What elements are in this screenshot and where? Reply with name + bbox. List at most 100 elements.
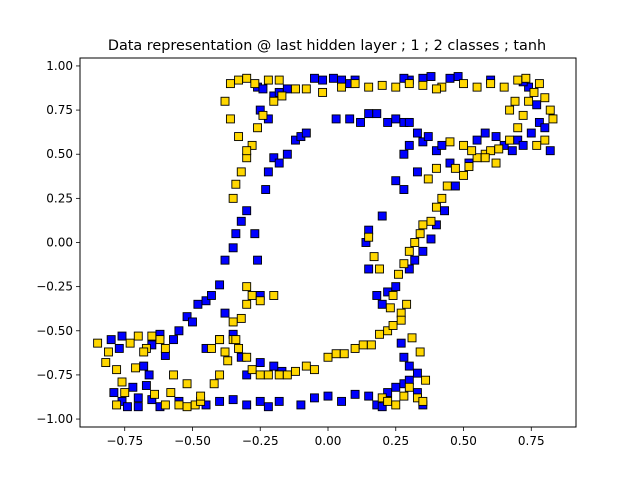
data-point [418, 246, 428, 256]
data-point [364, 82, 374, 92]
data-point [263, 75, 273, 85]
data-point [540, 93, 550, 103]
data-point [182, 312, 192, 322]
data-point [404, 79, 414, 89]
data-point [147, 331, 157, 341]
data-point [231, 179, 241, 189]
data-point [364, 232, 374, 242]
x-tick-label: −0.50 [174, 434, 211, 448]
data-point [196, 391, 206, 401]
data-point [391, 400, 401, 410]
data-point [261, 185, 271, 194]
data-point [263, 402, 273, 412]
points-layer [93, 72, 558, 412]
data-point [331, 114, 341, 124]
data-point [375, 264, 384, 274]
data-point [364, 391, 374, 401]
data-point [269, 361, 279, 371]
data-point [101, 358, 111, 368]
data-point [377, 80, 387, 90]
data-point [323, 391, 333, 401]
data-point [215, 370, 225, 380]
data-point [274, 370, 284, 380]
data-point [388, 321, 398, 330]
data-point [385, 303, 395, 313]
data-point [491, 132, 501, 142]
data-point [372, 291, 382, 300]
data-point [377, 211, 387, 221]
data-point [188, 317, 197, 327]
data-point [431, 163, 441, 173]
data-point [350, 389, 360, 399]
data-point [364, 109, 374, 119]
data-point [518, 110, 528, 120]
data-point [301, 84, 311, 94]
data-point [412, 167, 422, 177]
data-point [350, 79, 360, 89]
data-point [532, 140, 542, 150]
data-point [399, 73, 409, 83]
data-point [532, 100, 542, 110]
data-point [242, 400, 252, 410]
data-point [247, 140, 257, 150]
data-point [255, 370, 265, 380]
y-tick-label: −0.25 [36, 280, 73, 294]
data-point [182, 379, 192, 389]
data-point [431, 202, 441, 212]
data-point [339, 349, 349, 359]
data-point [396, 315, 406, 325]
data-point [310, 365, 319, 375]
data-point [404, 361, 414, 371]
data-point [418, 80, 428, 90]
data-point [421, 375, 431, 385]
y-tick-label: −0.75 [36, 368, 73, 382]
data-point [518, 140, 528, 150]
data-point [282, 370, 292, 380]
data-point [234, 343, 244, 353]
data-point [459, 140, 468, 150]
data-point [291, 366, 300, 376]
data-point [445, 158, 455, 168]
data-point [404, 140, 414, 150]
data-point [524, 82, 534, 92]
data-point [225, 114, 235, 124]
data-point [467, 146, 477, 156]
data-point [404, 382, 414, 392]
data-point [450, 163, 460, 173]
data-point [404, 264, 414, 274]
data-point [310, 73, 319, 83]
plot-area [80, 58, 576, 427]
data-point [375, 329, 384, 339]
data-point [250, 229, 260, 239]
data-point [513, 123, 523, 133]
data-point [510, 96, 520, 106]
data-point [242, 370, 252, 380]
data-point [383, 396, 393, 406]
data-point [234, 75, 244, 85]
data-point [247, 291, 257, 300]
data-point [215, 280, 225, 290]
x-tick-label: 0.50 [450, 434, 477, 448]
x-axis: −0.75 −0.50 −0.25 0.00 0.25 0.50 0.75 [106, 427, 545, 448]
data-point [133, 402, 143, 412]
chart-title: Data representation @ last hidden layer … [108, 38, 546, 54]
data-point [106, 335, 116, 345]
data-point [120, 388, 130, 398]
data-point [529, 87, 539, 97]
data-point [277, 91, 287, 101]
data-point [423, 132, 433, 142]
data-point [258, 84, 268, 94]
data-point [404, 246, 414, 256]
data-point [426, 234, 436, 244]
data-point [521, 73, 531, 83]
data-point [399, 185, 409, 194]
data-point [437, 193, 447, 203]
data-point [445, 137, 455, 147]
data-point [480, 153, 490, 163]
data-point [139, 361, 149, 371]
data-point [391, 176, 401, 186]
data-point [296, 400, 306, 410]
data-point [242, 282, 252, 292]
data-point [318, 75, 328, 85]
